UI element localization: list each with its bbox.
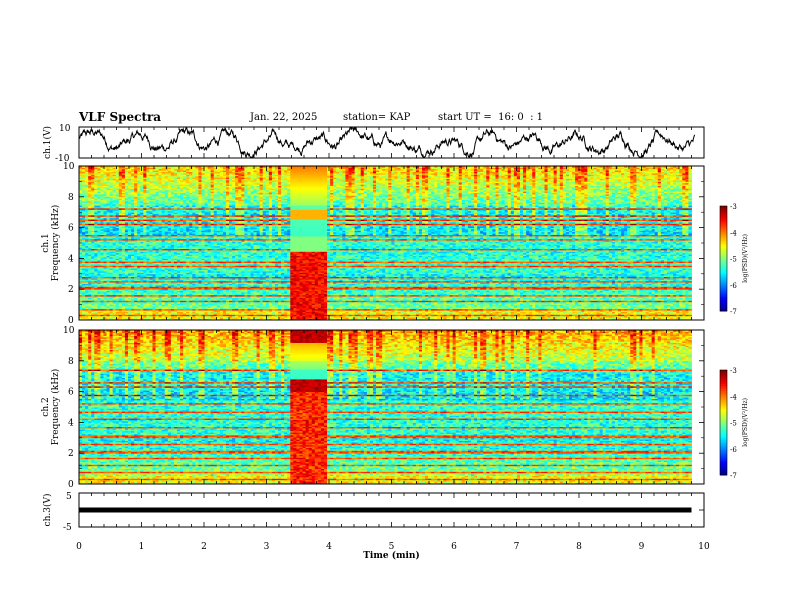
ch1-ylabel: ch.1(V) <box>42 126 53 159</box>
ch1-ytick-label: 10 <box>59 124 71 134</box>
ch1-waveform-line <box>79 128 695 157</box>
ch1-spectrogram-image <box>79 166 692 320</box>
